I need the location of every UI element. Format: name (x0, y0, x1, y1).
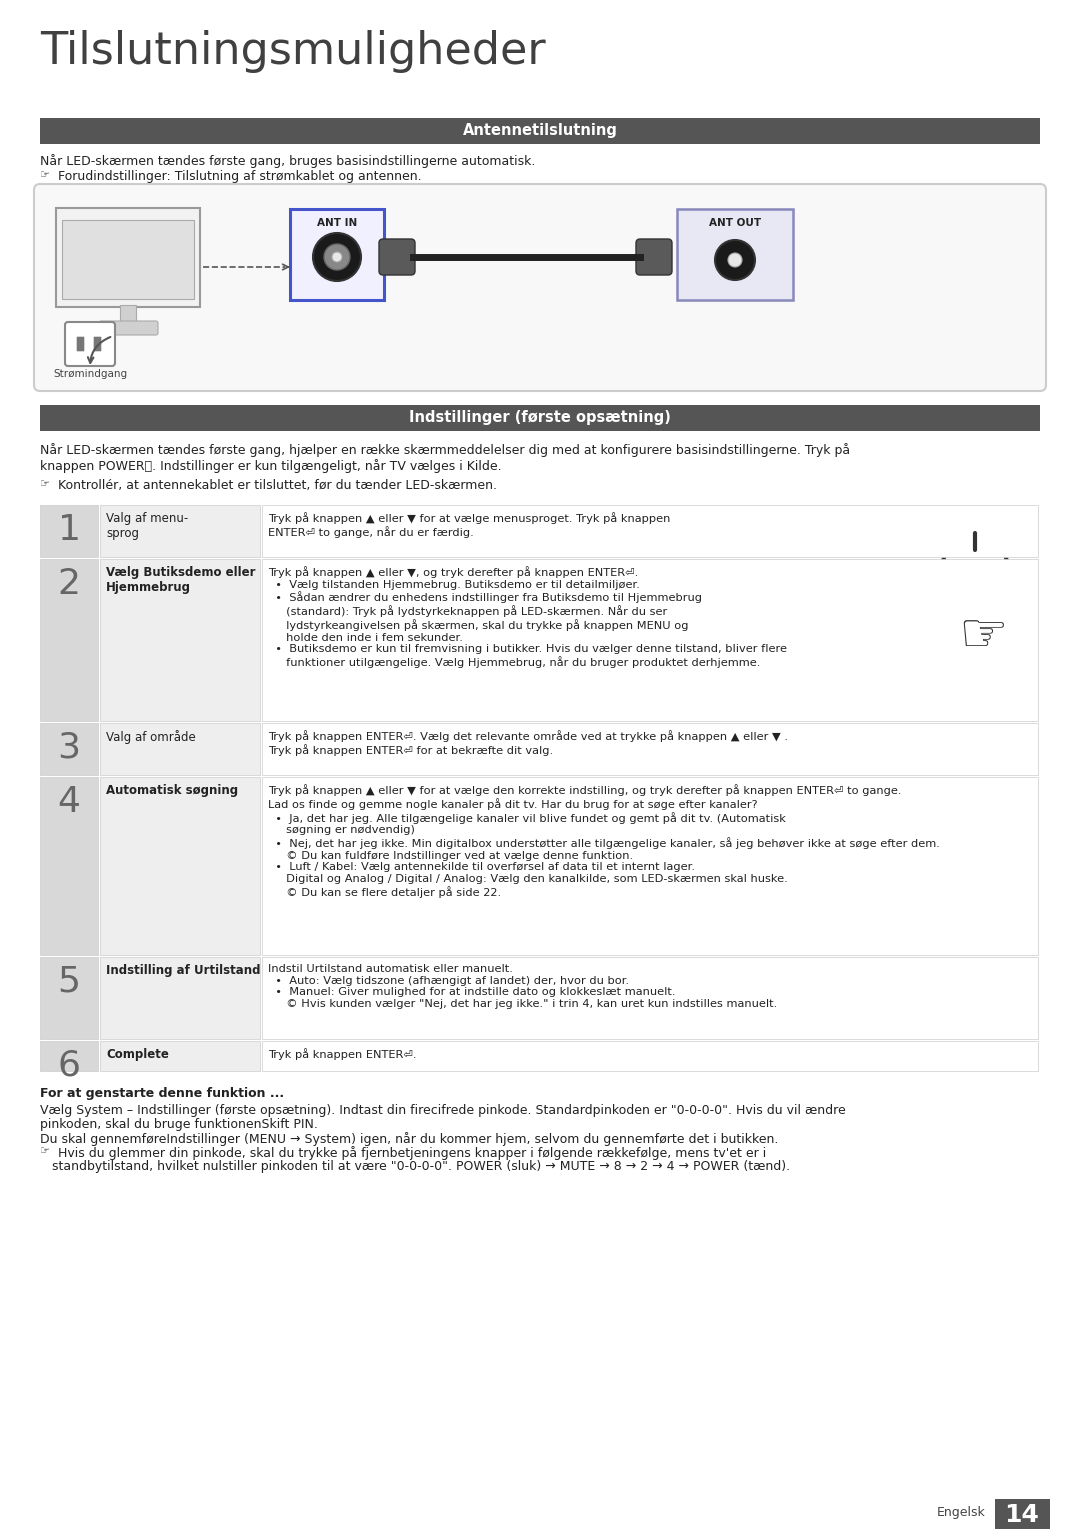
FancyBboxPatch shape (262, 778, 1038, 956)
Text: 2: 2 (57, 568, 81, 601)
FancyBboxPatch shape (100, 957, 260, 1039)
Text: Forudindstillinger: Tilslutning af strømkablet og antennen.: Forudindstillinger: Tilslutning af strøm… (58, 170, 421, 183)
Text: Tryk på knappen ▲ eller ▼ for at vælge den korrekte indstilling, og tryk derefte: Tryk på knappen ▲ eller ▼ for at vælge d… (268, 784, 940, 897)
Circle shape (728, 253, 742, 267)
Text: Tryk på knappen ▲ eller ▼ for at vælge menusproget. Tryk på knappen
ENTER⏎ to ga: Tryk på knappen ▲ eller ▼ for at vælge m… (268, 512, 671, 538)
Text: Indstillinger (første opsætning): Indstillinger (første opsætning) (409, 410, 671, 425)
FancyBboxPatch shape (40, 778, 98, 956)
FancyBboxPatch shape (995, 1499, 1050, 1529)
FancyBboxPatch shape (77, 336, 84, 351)
Circle shape (313, 233, 361, 281)
Text: Tryk på knappen ENTER⏎. Vælg det relevante område ved at trykke på knappen ▲ ell: Tryk på knappen ENTER⏎. Vælg det relevan… (268, 730, 788, 756)
FancyBboxPatch shape (262, 505, 1038, 557)
FancyBboxPatch shape (40, 957, 98, 1039)
FancyBboxPatch shape (100, 723, 260, 775)
Text: Når LED-skærmen tændes første gang, bruges basisindstillingerne automatisk.: Når LED-skærmen tændes første gang, brug… (40, 153, 536, 167)
FancyBboxPatch shape (677, 209, 793, 301)
Text: Tilslutningsmuligheder: Tilslutningsmuligheder (40, 31, 545, 74)
FancyBboxPatch shape (56, 209, 200, 307)
FancyBboxPatch shape (291, 209, 384, 301)
Circle shape (715, 239, 755, 281)
FancyBboxPatch shape (120, 305, 136, 324)
Text: Engelsk: Engelsk (936, 1506, 985, 1519)
FancyBboxPatch shape (262, 558, 1038, 721)
Text: Hvis du glemmer din pinkode, skal du trykke på fjernbetjeningens knapper i følge: Hvis du glemmer din pinkode, skal du try… (58, 1146, 766, 1160)
Text: standbytilstand, hvilket nulstiller pinkoden til at være "0-0-0-0". POWER (sluk): standbytilstand, hvilket nulstiller pink… (40, 1160, 791, 1174)
Text: ☞: ☞ (40, 1146, 50, 1157)
FancyBboxPatch shape (636, 239, 672, 275)
Text: Kontrollér, at antennekablet er tilsluttet, før du tænder LED-skærmen.: Kontrollér, at antennekablet er tilslutt… (58, 479, 497, 492)
FancyBboxPatch shape (40, 505, 98, 557)
Text: pinkoden, skal du bruge funktionenSkift PIN.: pinkoden, skal du bruge funktionenSkift … (40, 1118, 318, 1131)
FancyBboxPatch shape (262, 723, 1038, 775)
FancyBboxPatch shape (40, 1042, 98, 1071)
Text: Vælg System – Indstillinger (første opsætning). Indtast din firecifrede pinkode.: Vælg System – Indstillinger (første opsæ… (40, 1104, 846, 1117)
Text: Tryk på knappen ENTER⏎.: Tryk på knappen ENTER⏎. (268, 1048, 417, 1060)
Text: ☞: ☞ (40, 479, 50, 489)
FancyBboxPatch shape (100, 558, 260, 721)
FancyBboxPatch shape (40, 723, 98, 775)
Text: ANT IN: ANT IN (316, 218, 357, 229)
FancyBboxPatch shape (100, 778, 260, 956)
Text: 3: 3 (57, 732, 81, 765)
Text: 14: 14 (1004, 1503, 1039, 1526)
FancyBboxPatch shape (262, 1042, 1038, 1071)
Text: knappen POWER⏻. Indstillinger er kun tilgængeligt, når TV vælges i Kilde.: knappen POWER⏻. Indstillinger er kun til… (40, 459, 501, 472)
FancyBboxPatch shape (99, 321, 158, 334)
FancyBboxPatch shape (40, 118, 1040, 144)
FancyBboxPatch shape (40, 558, 98, 721)
Text: Vælg Butiksdemo eller
Hjemmebrug: Vælg Butiksdemo eller Hjemmebrug (106, 566, 256, 594)
Text: Antennetilslutning: Antennetilslutning (462, 123, 618, 138)
Text: For at genstarte denne funktion ...: For at genstarte denne funktion ... (40, 1088, 284, 1100)
Text: 1: 1 (57, 512, 81, 548)
Text: 5: 5 (57, 965, 81, 999)
Text: Complete: Complete (106, 1048, 168, 1062)
Circle shape (324, 244, 350, 270)
Text: Når LED-skærmen tændes første gang, hjælper en række skærmmeddelelser dig med at: Når LED-skærmen tændes første gang, hjæl… (40, 443, 850, 457)
FancyBboxPatch shape (62, 219, 194, 299)
Text: Indstil Urtilstand automatisk eller manuelt.
  •  Auto: Vælg tidszone (afhængigt: Indstil Urtilstand automatisk eller manu… (268, 963, 778, 1009)
FancyBboxPatch shape (65, 322, 114, 367)
FancyBboxPatch shape (100, 505, 260, 557)
FancyBboxPatch shape (94, 336, 102, 351)
Text: ☞: ☞ (958, 611, 1008, 664)
Text: ANT OUT: ANT OUT (708, 218, 761, 229)
FancyBboxPatch shape (40, 405, 1040, 431)
Text: Valg af menu-
sprog: Valg af menu- sprog (106, 512, 188, 540)
Text: Tryk på knappen ▲ eller ▼, og tryk derefter på knappen ENTER⏎.
  •  Vælg tilstan: Tryk på knappen ▲ eller ▼, og tryk deref… (268, 566, 787, 669)
Text: Automatisk søgning: Automatisk søgning (106, 784, 238, 798)
Text: ☞: ☞ (40, 170, 50, 179)
Text: 6: 6 (57, 1049, 81, 1083)
Text: Du skal gennemføreIndstillinger (MENU → System) igen, når du kommer hjem, selvom: Du skal gennemføreIndstillinger (MENU → … (40, 1132, 779, 1146)
Text: 4: 4 (57, 785, 81, 819)
FancyBboxPatch shape (100, 1042, 260, 1071)
Text: Strømindgang: Strømindgang (53, 370, 127, 379)
Text: Valg af område: Valg af område (106, 730, 195, 744)
FancyBboxPatch shape (379, 239, 415, 275)
Circle shape (332, 252, 342, 262)
Text: Indstilling af Urtilstand: Indstilling af Urtilstand (106, 963, 260, 977)
FancyBboxPatch shape (262, 957, 1038, 1039)
FancyBboxPatch shape (33, 184, 1047, 391)
